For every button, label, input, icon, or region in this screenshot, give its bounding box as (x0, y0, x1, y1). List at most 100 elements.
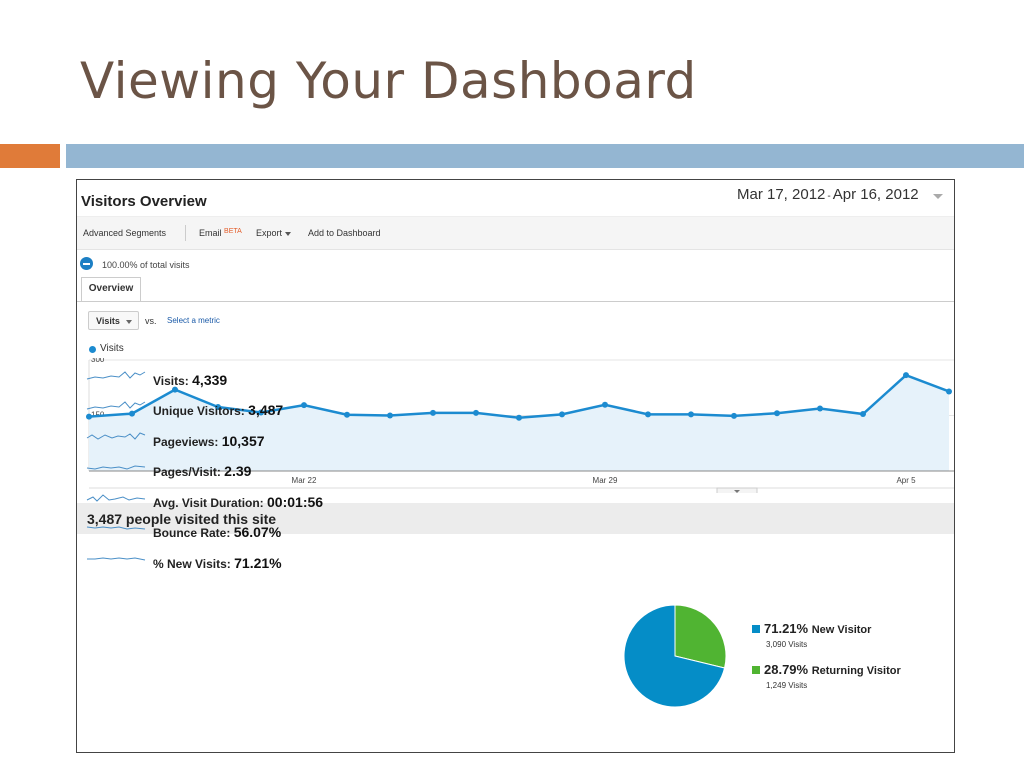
data-point (430, 409, 436, 416)
segment-label: 100.00% of total visits (102, 260, 190, 270)
data-point (129, 410, 135, 417)
stat-label: Pageviews: 10,357 (153, 433, 265, 449)
legend-swatch (752, 666, 760, 674)
accent-bar-orange (0, 144, 60, 168)
slide-title: Viewing Your Dashboard (80, 52, 697, 110)
export-button[interactable]: Export (256, 228, 292, 238)
stat-name: Visits: (153, 374, 193, 388)
page-title: Visitors Overview (81, 193, 207, 210)
stat-label: Pages/Visit: 2.39 (153, 463, 251, 479)
data-point (946, 388, 952, 395)
beta-badge: BETA (224, 228, 242, 235)
sparkline-icon (86, 526, 146, 530)
stat-label: Visits: 4,339 (153, 372, 227, 388)
stat-label: % New Visits: 71.21% (153, 555, 282, 571)
stat-name: Bounce Rate: (153, 526, 234, 540)
analytics-screenshot: Visitors Overview Mar 17, 2012- Apr 16, 2… (76, 179, 955, 753)
stat-name: Pageviews: (153, 435, 222, 449)
data-point (86, 413, 92, 420)
date-range-picker[interactable]: Mar 17, 2012- Apr 16, 2012 (737, 186, 919, 203)
stat-value: 2.39 (224, 463, 252, 479)
sparkline-path (87, 557, 146, 561)
sparkline-icon (86, 401, 146, 410)
date-start: Mar 17, 2012 (737, 186, 826, 203)
stat-value: 71.21% (234, 555, 282, 571)
data-point (688, 411, 694, 418)
select-metric-link[interactable]: Select a metric (167, 316, 220, 325)
sparkline-path (86, 465, 146, 470)
data-point (731, 412, 737, 419)
stat-row[interactable]: Pages/Visit: 2.39 (85, 458, 385, 479)
x-tick-label: Mar 29 (593, 476, 618, 485)
chevron-down-icon[interactable] (933, 194, 943, 199)
data-point (516, 414, 522, 421)
export-label: Export (256, 228, 283, 238)
metric-select[interactable]: Visits (88, 311, 139, 330)
date-end: Apr 16, 2012 (832, 186, 919, 203)
segment-pie-icon (80, 257, 93, 270)
accent-bar-blue (66, 144, 1024, 168)
data-point (903, 372, 909, 379)
stat-name: % New Visits: (153, 557, 235, 571)
stat-row[interactable]: Avg. Visit Duration: 00:01:56 (85, 489, 385, 510)
tab-divider (77, 301, 954, 302)
toolbar: Advanced Segments Email BETA Export Add … (77, 216, 954, 250)
sparkline-icon (86, 432, 146, 440)
data-point (301, 402, 307, 409)
stat-name: Unique Visitors: (153, 404, 249, 418)
stat-value: 00:01:56 (267, 494, 324, 510)
data-point (774, 410, 780, 417)
legend-swatch (752, 625, 760, 633)
metric-select-label: Visits (96, 316, 120, 326)
y-tick-label: 300 (91, 358, 105, 364)
sparkline-icon (86, 465, 146, 470)
data-point (258, 409, 264, 416)
data-point (215, 403, 221, 410)
data-point (645, 411, 651, 418)
legend-name: Returning Visitor (811, 665, 901, 677)
email-button[interactable]: Email BETA (199, 228, 242, 238)
stat-name: Pages/Visit: (153, 465, 225, 479)
stat-name: Avg. Visit Duration: (153, 496, 268, 510)
x-tick-label: Apr 5 (896, 476, 916, 485)
chevron-down-icon (734, 490, 740, 493)
sparkline-path (86, 494, 146, 502)
legend-visits: 3,090 Visits (766, 640, 808, 649)
data-point (602, 401, 608, 408)
data-point (860, 411, 866, 418)
stat-value: 3,487 (248, 402, 284, 418)
visitor-type-pie (623, 604, 727, 708)
email-label: Email (199, 228, 222, 238)
chevron-down-icon (125, 319, 132, 324)
stat-row[interactable]: Unique Visitors: 3,487 (85, 397, 385, 418)
stat-row[interactable]: % New Visits: 71.21% (85, 550, 385, 571)
data-point (344, 411, 350, 418)
legend-percent: 28.79% Returning Visitor (764, 662, 901, 677)
sparkline-path (86, 432, 146, 440)
stat-label: Avg. Visit Duration: 00:01:56 (153, 494, 323, 510)
summary-text: 3,487 people visited this site (87, 511, 277, 527)
stat-value: 10,357 (221, 433, 265, 449)
sparkline-icon (86, 371, 146, 380)
data-point (559, 411, 565, 418)
stat-label: Bounce Rate: 56.07% (153, 524, 281, 540)
sparkline-path (86, 371, 146, 380)
legend-dot (89, 346, 96, 353)
summary-band: 3,487 people visited this site (77, 503, 954, 534)
legend-visits: 1,249 Visits (766, 681, 808, 690)
date-separator: - (827, 191, 831, 202)
stat-row[interactable]: Visits: 4,339 (85, 367, 385, 388)
add-to-dashboard-button[interactable]: Add to Dashboard (308, 228, 381, 238)
legend-label: Visits (100, 343, 124, 354)
data-point (473, 409, 479, 416)
toolbar-divider (185, 225, 186, 241)
vs-label: vs. (145, 316, 157, 326)
stat-row[interactable]: Bounce Rate: 56.07% (85, 519, 385, 540)
pie-slice (623, 604, 726, 708)
stat-label: Unique Visitors: 3,487 (153, 402, 283, 418)
stat-row[interactable]: Pageviews: 10,357 (85, 428, 385, 449)
legend-name: New Visitor (811, 624, 872, 636)
tab-overview[interactable]: Overview (81, 277, 141, 302)
x-tick-label: Mar 22 (292, 476, 317, 485)
advanced-segments-button[interactable]: Advanced Segments (83, 228, 167, 238)
